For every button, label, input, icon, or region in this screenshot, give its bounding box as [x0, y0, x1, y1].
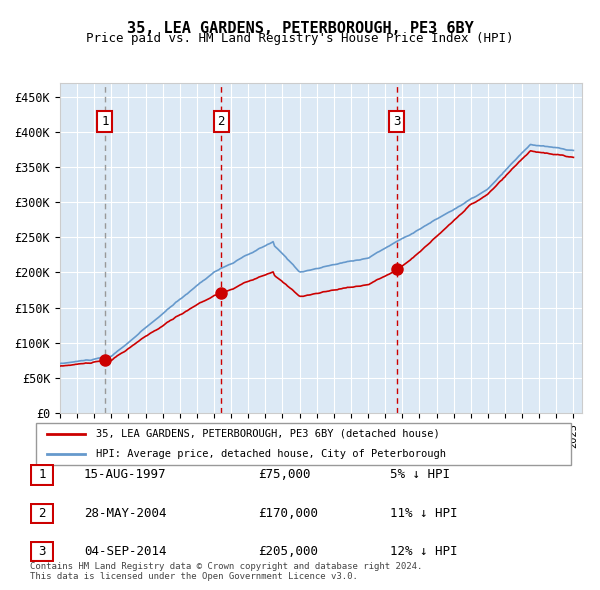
- FancyBboxPatch shape: [31, 504, 53, 523]
- FancyBboxPatch shape: [31, 466, 53, 484]
- Text: 1: 1: [38, 468, 46, 481]
- Text: 15-AUG-1997: 15-AUG-1997: [84, 468, 167, 481]
- Text: 04-SEP-2014: 04-SEP-2014: [84, 545, 167, 558]
- Text: Contains HM Land Registry data © Crown copyright and database right 2024.
This d: Contains HM Land Registry data © Crown c…: [30, 562, 422, 581]
- Text: Price paid vs. HM Land Registry's House Price Index (HPI): Price paid vs. HM Land Registry's House …: [86, 32, 514, 45]
- Text: £205,000: £205,000: [258, 545, 318, 558]
- Text: 1: 1: [101, 115, 109, 128]
- Text: £75,000: £75,000: [258, 468, 311, 481]
- Text: 35, LEA GARDENS, PETERBOROUGH, PE3 6BY (detached house): 35, LEA GARDENS, PETERBOROUGH, PE3 6BY (…: [96, 429, 440, 439]
- Text: 5% ↓ HPI: 5% ↓ HPI: [390, 468, 450, 481]
- Text: HPI: Average price, detached house, City of Peterborough: HPI: Average price, detached house, City…: [96, 449, 446, 459]
- Text: 2: 2: [38, 507, 46, 520]
- FancyBboxPatch shape: [31, 542, 53, 561]
- Text: 28-MAY-2004: 28-MAY-2004: [84, 507, 167, 520]
- Text: 11% ↓ HPI: 11% ↓ HPI: [390, 507, 458, 520]
- Text: 3: 3: [38, 545, 46, 558]
- Text: £170,000: £170,000: [258, 507, 318, 520]
- Text: 2: 2: [217, 115, 225, 128]
- Text: 3: 3: [393, 115, 400, 128]
- Text: 35, LEA GARDENS, PETERBOROUGH, PE3 6BY: 35, LEA GARDENS, PETERBOROUGH, PE3 6BY: [127, 21, 473, 35]
- FancyBboxPatch shape: [35, 423, 571, 465]
- Text: 12% ↓ HPI: 12% ↓ HPI: [390, 545, 458, 558]
